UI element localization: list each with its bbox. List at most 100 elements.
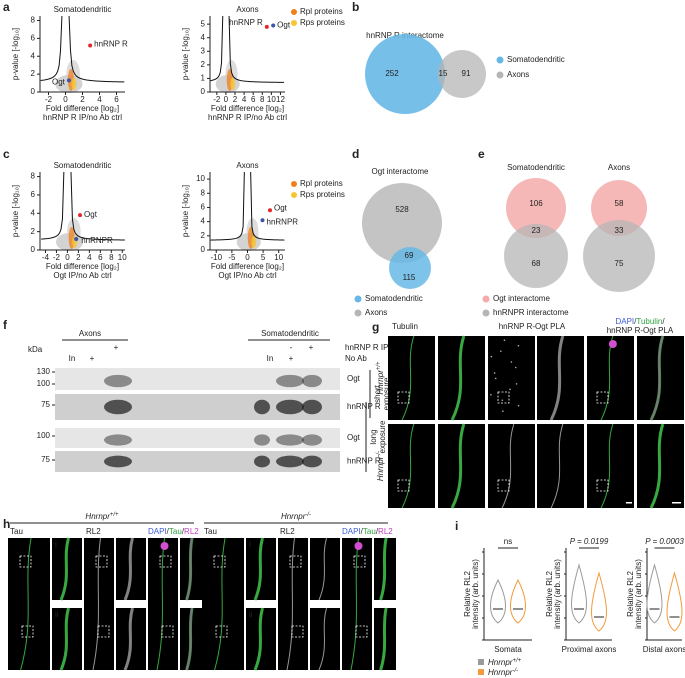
- venn-title: Axons: [608, 163, 630, 172]
- plot-title: Axons: [236, 161, 258, 170]
- inset-box: [159, 555, 172, 568]
- venn-count: 15: [439, 69, 448, 78]
- neurite: [650, 335, 664, 421]
- highlight-label: Ogt: [274, 203, 288, 212]
- y-tick-label: 4: [31, 51, 36, 60]
- neurite: [59, 607, 70, 671]
- y-tick-label: 8: [31, 172, 36, 181]
- y-tick-label: 2: [201, 231, 206, 240]
- x-axis-label: Distal axons: [643, 645, 685, 654]
- gene-name: Hnrnpr: [85, 512, 110, 521]
- y-tick-label: 4: [31, 208, 36, 217]
- gene-name: Hnrnpr: [376, 456, 385, 481]
- venn-circle: [362, 183, 442, 263]
- y-axis-label: Relative RL2: [545, 571, 554, 617]
- venn-circle: [389, 247, 431, 289]
- micrograph: [388, 424, 435, 508]
- panel-letter: h: [3, 517, 10, 531]
- genotype-label: Hnrnpr-/-: [281, 512, 311, 522]
- venn-title: Ogt interactome: [372, 167, 429, 176]
- blot-band: [104, 455, 132, 468]
- neurite: [185, 607, 193, 671]
- panel-letter: a: [3, 0, 10, 14]
- pla-dot: [514, 366, 517, 369]
- sign: +: [90, 354, 95, 363]
- x-tick-label: 6: [251, 95, 256, 104]
- blot-label: hnRNP R: [347, 457, 381, 466]
- gene-name: Hnrnpr: [488, 658, 513, 667]
- pla-dot: [490, 394, 492, 396]
- genotype: +/+: [110, 512, 119, 518]
- x-tick-label: 10: [267, 95, 276, 104]
- mw-label: 100: [37, 431, 51, 440]
- highlight-point: [260, 218, 265, 223]
- inset-box: [355, 625, 368, 638]
- x-tick-label: 8: [109, 253, 114, 262]
- micrograph: [388, 336, 435, 420]
- legend-swatch: [354, 295, 362, 303]
- inset-box: [397, 391, 410, 404]
- x-tick-label: 2: [233, 95, 238, 104]
- x-tick-label: 0: [224, 95, 229, 104]
- legend-swatch: [478, 669, 484, 675]
- highlight-label: hnRNPR: [81, 236, 113, 245]
- violin: [591, 571, 607, 632]
- significance-curve: [228, 15, 285, 83]
- y-tick-label: 2: [31, 69, 36, 78]
- merge-part: DAPI: [615, 317, 634, 326]
- x-tick-label: 4: [97, 95, 102, 104]
- neurite: [450, 335, 466, 421]
- x-tick-label: 0: [65, 253, 70, 262]
- y-tick-label: 0: [31, 245, 36, 254]
- significance-curve: [70, 171, 125, 241]
- neurite: [501, 423, 515, 509]
- neurite: [20, 537, 32, 671]
- y-axis-label: p-value [-log₁₀]: [181, 28, 190, 80]
- significance-curve: [40, 15, 63, 81]
- merge-part: /: [167, 527, 170, 536]
- venn-count: 68: [532, 259, 541, 268]
- merge-part: Tau: [363, 527, 376, 536]
- legend-swatch: [354, 309, 362, 317]
- channel-label: RL2: [86, 527, 101, 536]
- x-tick-label: 10: [118, 253, 127, 262]
- x-tick-label: -10: [210, 253, 222, 262]
- blot-label: Ogt: [347, 433, 361, 442]
- x-axis-label: Somata: [494, 645, 522, 654]
- plot-title: Somatodendritic: [54, 5, 112, 14]
- y-axis-label: intensity (arb. units): [553, 559, 562, 629]
- x-tick-label: 0: [245, 253, 250, 262]
- panel-letter: e: [478, 147, 485, 161]
- legend-label: Rpl proteins: [300, 179, 343, 188]
- neurite: [156, 537, 165, 671]
- x-tick-label: 0: [63, 95, 68, 104]
- legend-swatch: [291, 181, 297, 187]
- blot-band: [254, 455, 270, 468]
- genotype: -/-: [512, 668, 518, 674]
- genotype: +/+: [376, 361, 382, 370]
- highlight-point: [271, 23, 276, 28]
- legend-swatch: [482, 309, 490, 317]
- x-axis-label: Fold difference [log₂]: [211, 262, 284, 271]
- neurite: [549, 335, 565, 421]
- violin: [666, 571, 683, 632]
- highlight-point: [268, 208, 272, 213]
- highlight-point: [88, 43, 93, 48]
- soma: [160, 542, 169, 550]
- neurite: [92, 537, 101, 671]
- highlight-label: hnRNP R: [94, 40, 128, 49]
- scale-bar: [626, 502, 632, 504]
- panel-letter: f: [3, 318, 8, 332]
- mw-label: 130: [37, 367, 51, 376]
- y-axis-label: p-value [-log₁₀]: [11, 28, 20, 80]
- merge-part: RL2: [378, 527, 393, 536]
- mw-label: 75: [41, 400, 50, 409]
- x-tick-label: 6: [114, 95, 119, 104]
- pla-dot: [517, 344, 520, 347]
- highlight-point: [78, 213, 83, 218]
- merge-part: /: [634, 317, 637, 326]
- unit-label: kDa: [28, 345, 43, 354]
- highlight-point: [264, 24, 269, 29]
- venn-title: Somatodendritic: [507, 163, 565, 172]
- y-tick-label: 6: [31, 33, 36, 42]
